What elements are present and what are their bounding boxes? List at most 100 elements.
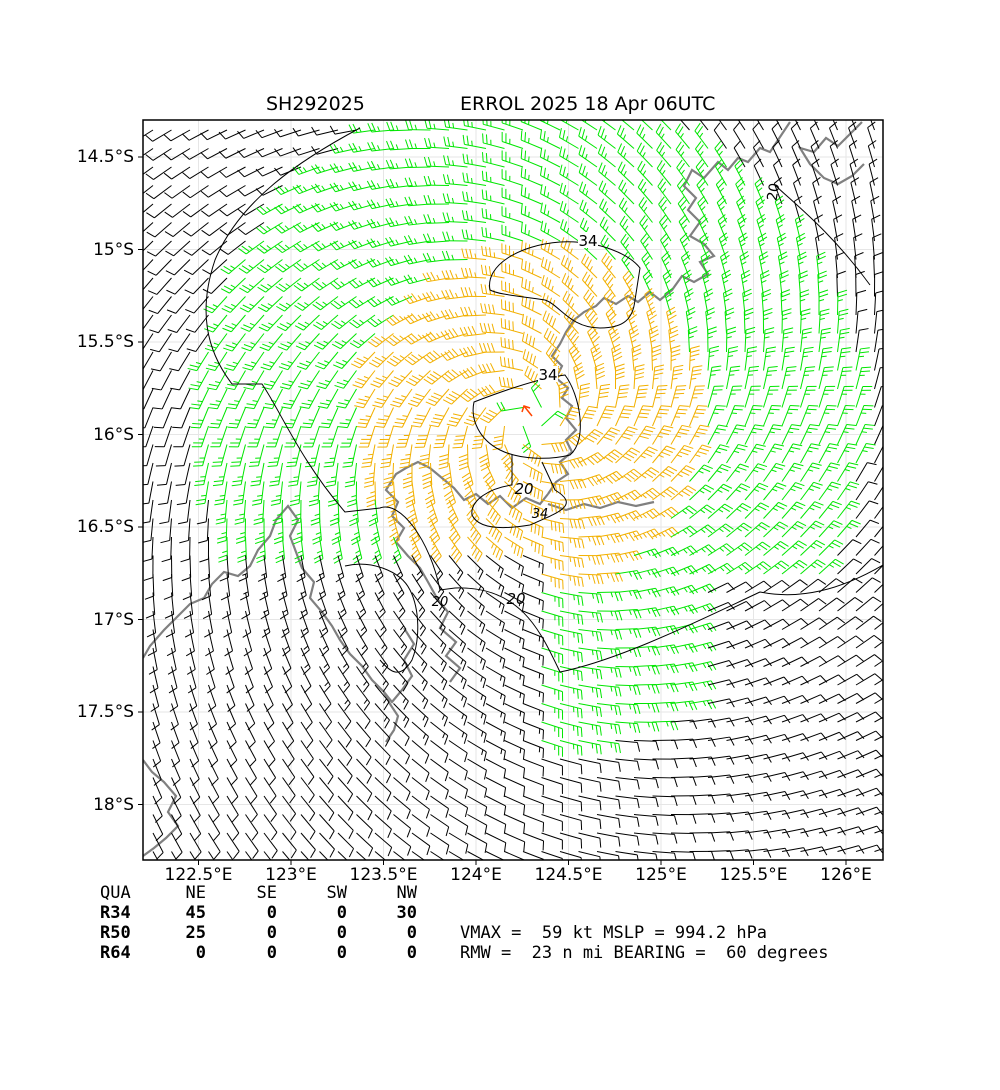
wind-barb <box>155 426 172 447</box>
wind-barb <box>431 815 449 836</box>
wind-barb <box>405 352 431 365</box>
wind-barb <box>459 445 468 470</box>
wind-barb <box>634 406 652 426</box>
wind-barb <box>810 104 819 130</box>
wind-barb <box>745 697 772 705</box>
wind-barb <box>311 165 338 174</box>
wind-barb <box>192 426 209 447</box>
wind-barb <box>737 196 746 223</box>
contour-label-34-lower: 34 <box>538 366 557 384</box>
lon-tick-label: 125.5°E <box>704 865 804 885</box>
wind-barb <box>349 162 375 171</box>
wind-barb <box>561 255 578 278</box>
wind-barb <box>404 235 430 244</box>
wind-barb <box>671 386 686 408</box>
wind-barb <box>375 630 387 656</box>
wind-barb <box>540 166 560 185</box>
wind-barb <box>542 611 563 627</box>
wind-barb <box>173 426 190 447</box>
nw-header: NW <box>357 883 417 904</box>
wind-barb <box>348 260 375 269</box>
wind-barb <box>745 483 768 500</box>
wind-barb <box>244 630 252 657</box>
wind-barb <box>523 593 543 611</box>
wind-barb <box>486 704 505 724</box>
r34-sw: 0 <box>287 903 347 924</box>
wind-barb <box>653 487 678 500</box>
wind-barb <box>634 509 660 519</box>
wind-barb <box>375 611 386 637</box>
wind-barb <box>357 593 366 619</box>
wind-barb <box>283 667 292 693</box>
wind-barb <box>560 722 582 737</box>
lat-tick-label: 15°S <box>0 240 134 260</box>
wind-barb <box>225 371 245 390</box>
wind-barb <box>481 303 505 315</box>
wind-barb <box>856 712 882 722</box>
wind-barb <box>502 132 523 148</box>
wind-barb <box>745 716 771 724</box>
wind-barb <box>560 165 579 186</box>
wind-barb <box>357 630 368 656</box>
wind-barb <box>560 574 583 587</box>
wind-barb <box>523 722 543 739</box>
wind-barb <box>128 204 153 218</box>
wind-barb <box>227 796 238 822</box>
wind-barb <box>168 315 190 333</box>
wind-barb <box>764 696 791 703</box>
wind-barb <box>486 537 503 560</box>
wind-barb <box>616 427 638 445</box>
wind-barb <box>521 204 541 222</box>
wind-barb <box>819 521 842 537</box>
wind-barb <box>238 186 264 197</box>
wind-barb <box>502 206 523 222</box>
wind-barb <box>521 241 541 259</box>
wind-barb <box>130 278 153 295</box>
wind-barb <box>521 186 541 204</box>
wind-barb <box>856 750 883 759</box>
wind-barb <box>696 160 708 186</box>
wind-barb <box>502 188 523 204</box>
wind-barb <box>653 385 668 407</box>
wind-barb <box>764 677 791 685</box>
r64-nw: 0 <box>357 943 417 964</box>
wind-barb <box>819 732 846 740</box>
wind-barb <box>320 648 330 674</box>
wind-barb <box>793 177 801 204</box>
wind-barb <box>838 751 865 759</box>
wind-barb <box>754 159 763 185</box>
wind-barb <box>331 297 357 309</box>
wind-barb <box>434 426 449 448</box>
wind-barb <box>848 103 856 130</box>
contour-label-20-eye: 20 <box>514 480 533 498</box>
wind-barb <box>405 216 431 225</box>
wind-barb <box>206 352 227 371</box>
wind-barb <box>314 537 323 563</box>
wind-barb <box>412 778 429 801</box>
wind-barb <box>801 406 818 426</box>
wind-barb <box>811 140 819 167</box>
wind-barb <box>169 352 190 371</box>
wind-barb <box>764 444 784 463</box>
wind-barb <box>523 630 543 648</box>
wind-barb <box>171 704 179 731</box>
wind-barb <box>690 445 712 463</box>
wind-barb <box>875 731 901 741</box>
wind-barb <box>185 297 208 314</box>
wind-barb <box>279 352 301 370</box>
wind-barb <box>226 648 234 675</box>
wind-barb <box>792 140 801 167</box>
wind-barb <box>875 577 899 592</box>
wind-barb <box>238 149 264 158</box>
wind-barb <box>315 352 338 369</box>
wind-barb <box>819 367 834 389</box>
wind-barb <box>190 389 209 409</box>
wind-barb <box>264 667 273 694</box>
wind-barb <box>320 630 329 656</box>
wind-barb <box>505 630 525 649</box>
wind-barb <box>502 169 523 185</box>
wind-barb <box>246 408 264 428</box>
wind-barb <box>468 722 487 743</box>
wind-barb <box>560 704 582 719</box>
wind-barb <box>227 741 237 767</box>
